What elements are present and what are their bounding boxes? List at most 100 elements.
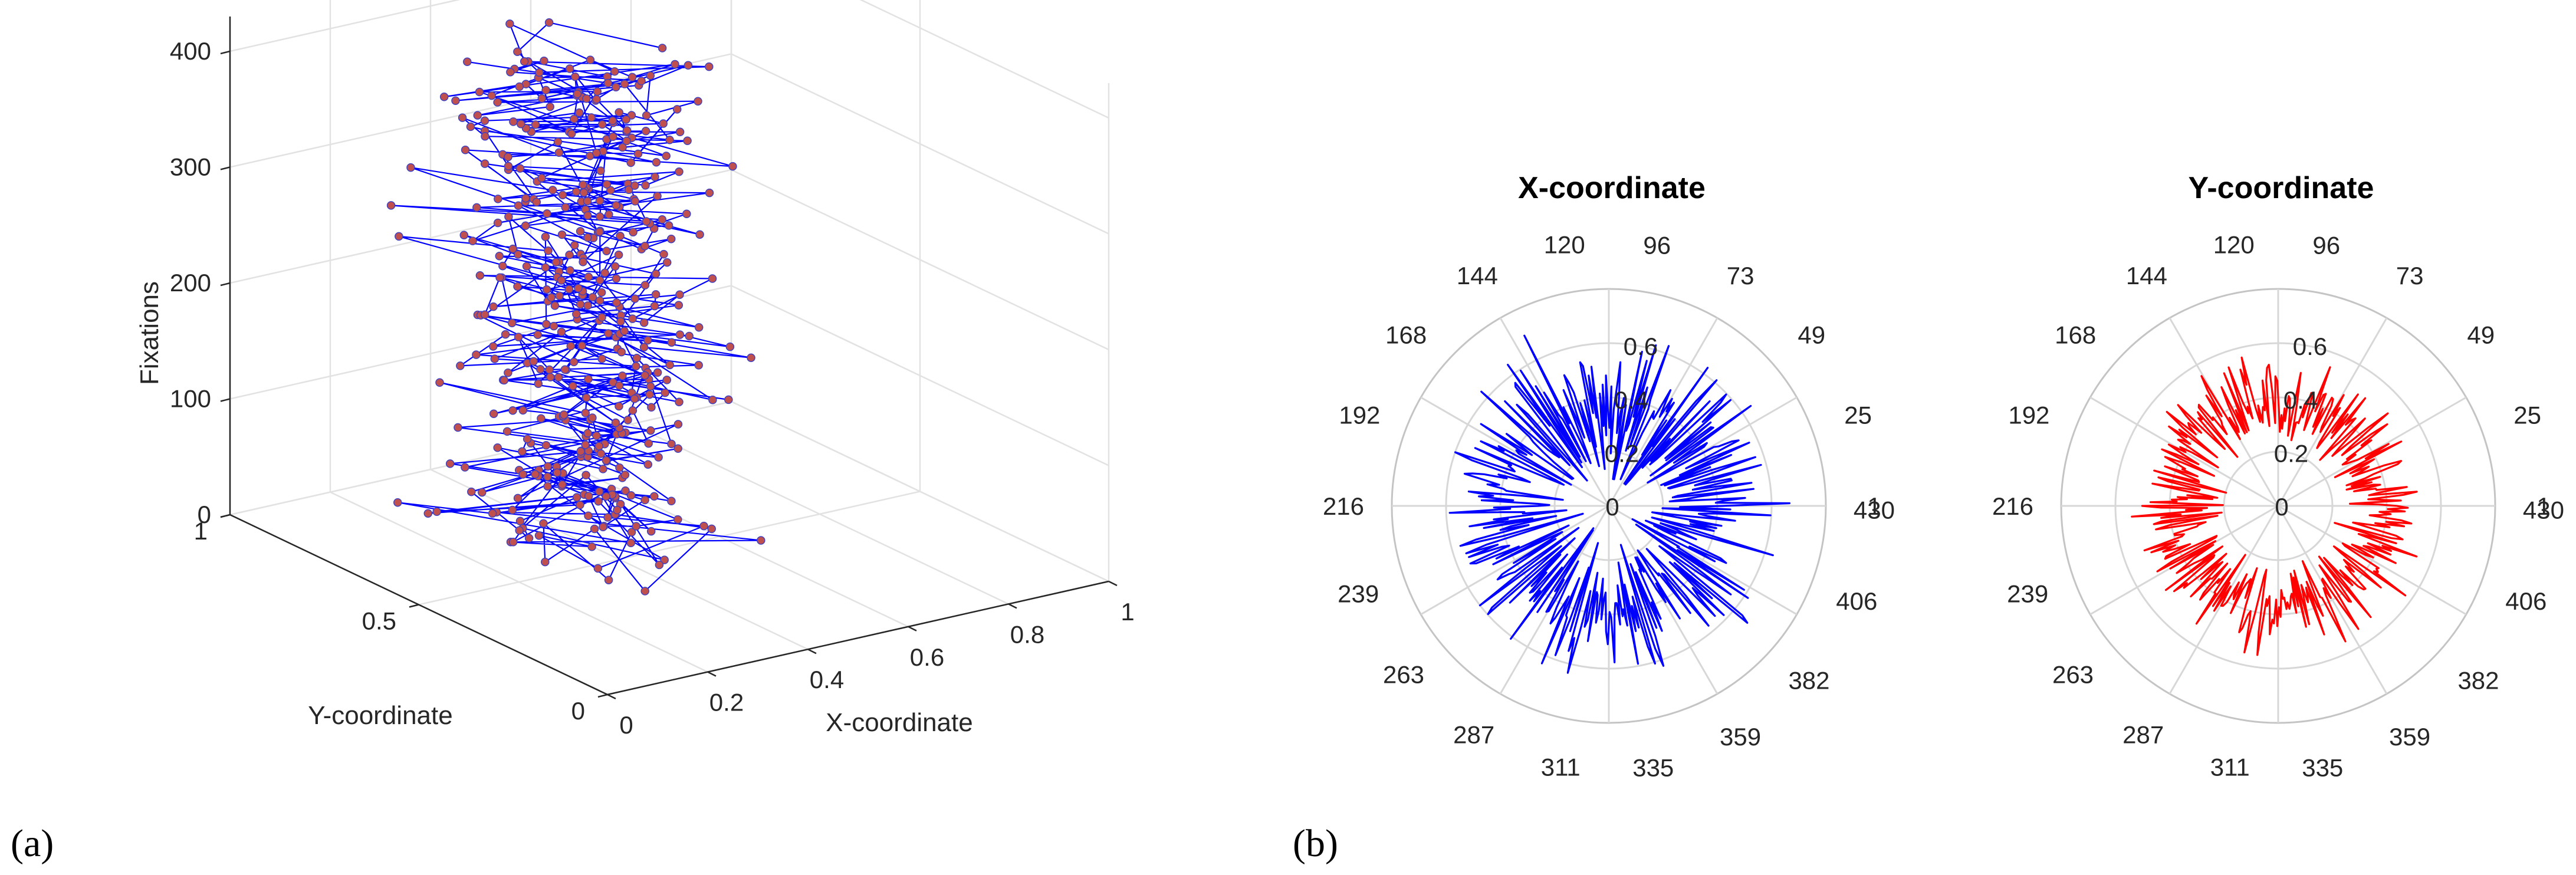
y-tick-label: 1	[194, 517, 208, 545]
fixation-point	[641, 181, 650, 190]
fixation-point	[534, 379, 543, 388]
fixation-point	[583, 429, 592, 438]
polar-plot-x: X-coordinate 0 0.2 0.4 0.6 1 25 49 73 96 120 144 16…	[1323, 171, 1895, 782]
fixation-point	[615, 402, 623, 411]
fixation-point	[555, 291, 564, 301]
fixation-point	[622, 136, 631, 146]
fixation-point	[685, 331, 694, 341]
fixation-point	[637, 77, 646, 85]
fixation-point	[513, 494, 523, 503]
fixation-point	[695, 230, 704, 239]
fixation-point	[646, 426, 655, 435]
fixation-point	[615, 463, 624, 472]
fixation-point	[675, 330, 685, 339]
x-tick-label: 0	[619, 711, 633, 739]
z-tick-label: 200	[170, 269, 211, 297]
fixation-point	[529, 357, 538, 366]
polar-angle-label: 49	[1798, 321, 1825, 349]
fixation-point	[513, 282, 522, 291]
fixation-point	[569, 381, 577, 391]
fixation-point	[594, 442, 604, 450]
fixation-point	[571, 187, 581, 196]
fixation-point	[646, 527, 656, 536]
fixation-point	[667, 439, 676, 449]
fixation-point	[576, 300, 585, 309]
fixation-point	[520, 57, 529, 66]
fixation-point	[708, 274, 717, 283]
fixation-point	[684, 61, 693, 70]
fixation-point	[509, 117, 518, 126]
fixation-point	[537, 414, 546, 423]
polar-series-line	[1448, 334, 1791, 674]
fixation-point	[395, 232, 403, 241]
fixation-point	[705, 62, 714, 71]
fixation-point	[541, 557, 550, 567]
fixation-point	[616, 232, 625, 241]
fixation-point	[508, 244, 517, 254]
fixation-point	[561, 203, 570, 212]
polar-angle-label: 382	[1788, 666, 1829, 694]
fixation-point	[495, 252, 504, 261]
fixation-point	[544, 246, 553, 255]
fixation-point	[596, 166, 605, 175]
polar-radial-tick: 0.4	[2283, 386, 2318, 414]
polar-angle-label: 192	[1339, 401, 1380, 429]
fixation-point	[626, 538, 636, 548]
fixation-point	[625, 185, 633, 195]
z-tick-mark	[220, 166, 231, 170]
fixation-point	[616, 317, 625, 326]
fixation-point	[554, 373, 563, 382]
x-tick-mark	[607, 693, 616, 700]
fixation-point	[537, 94, 547, 103]
fixation-point	[481, 131, 489, 141]
fixation-point	[621, 486, 630, 495]
fixation-point	[581, 440, 590, 449]
fixation-point	[623, 416, 632, 425]
polar-angle-label: 168	[1385, 321, 1427, 349]
fixation-point	[630, 181, 639, 190]
fixation-point	[707, 524, 716, 534]
x-tick-mark	[908, 626, 917, 631]
fixation-point	[597, 354, 606, 363]
polar-angle-label: 49	[2467, 321, 2495, 349]
fixation-point	[662, 152, 671, 160]
fixation-point	[521, 221, 530, 231]
fixation-point	[632, 522, 640, 531]
fixation-point	[514, 333, 523, 341]
fixation-point	[564, 285, 574, 294]
fixation-point	[577, 341, 587, 350]
fixation-point	[535, 68, 544, 77]
fixation-point	[500, 376, 509, 385]
fixation-point	[504, 162, 513, 170]
fixation-point	[493, 98, 502, 107]
fixation-point	[612, 83, 620, 92]
fixation-point	[584, 511, 593, 521]
polar-grid-spoke	[1608, 396, 1798, 507]
polar-angle-label: 25	[1844, 401, 1872, 429]
fixation-point	[475, 271, 485, 280]
fixation-point	[489, 342, 498, 351]
fixation-point	[590, 524, 599, 534]
x-tick-mark	[707, 671, 717, 677]
fixation-point	[725, 342, 735, 351]
polar-angle-label: 263	[1383, 660, 1424, 688]
polar-x-labels: 0 0.2 0.4 0.6 1 25 49 73 96 120 144 168 192 216 239 263…	[1323, 231, 1895, 781]
fixation-point	[617, 347, 626, 357]
fixation-point	[602, 246, 611, 255]
fixation-point	[518, 406, 528, 415]
polar-radial-tick: 0.2	[2274, 439, 2308, 467]
back-wall-grid-line	[229, 53, 732, 168]
fixation-point	[468, 236, 477, 245]
polar-angle-label: 359	[2389, 723, 2430, 751]
fixation-point	[674, 301, 684, 310]
fixation-point	[660, 555, 669, 564]
fixation-point	[620, 471, 630, 479]
fixation-point	[553, 137, 563, 146]
fixation-point	[461, 463, 469, 472]
fixation-point	[576, 447, 585, 456]
fixation-point	[650, 492, 659, 501]
fixation-point	[514, 201, 523, 210]
fixation-point	[724, 395, 733, 404]
fixation-point	[467, 487, 476, 496]
axes-3d	[220, 17, 1118, 700]
